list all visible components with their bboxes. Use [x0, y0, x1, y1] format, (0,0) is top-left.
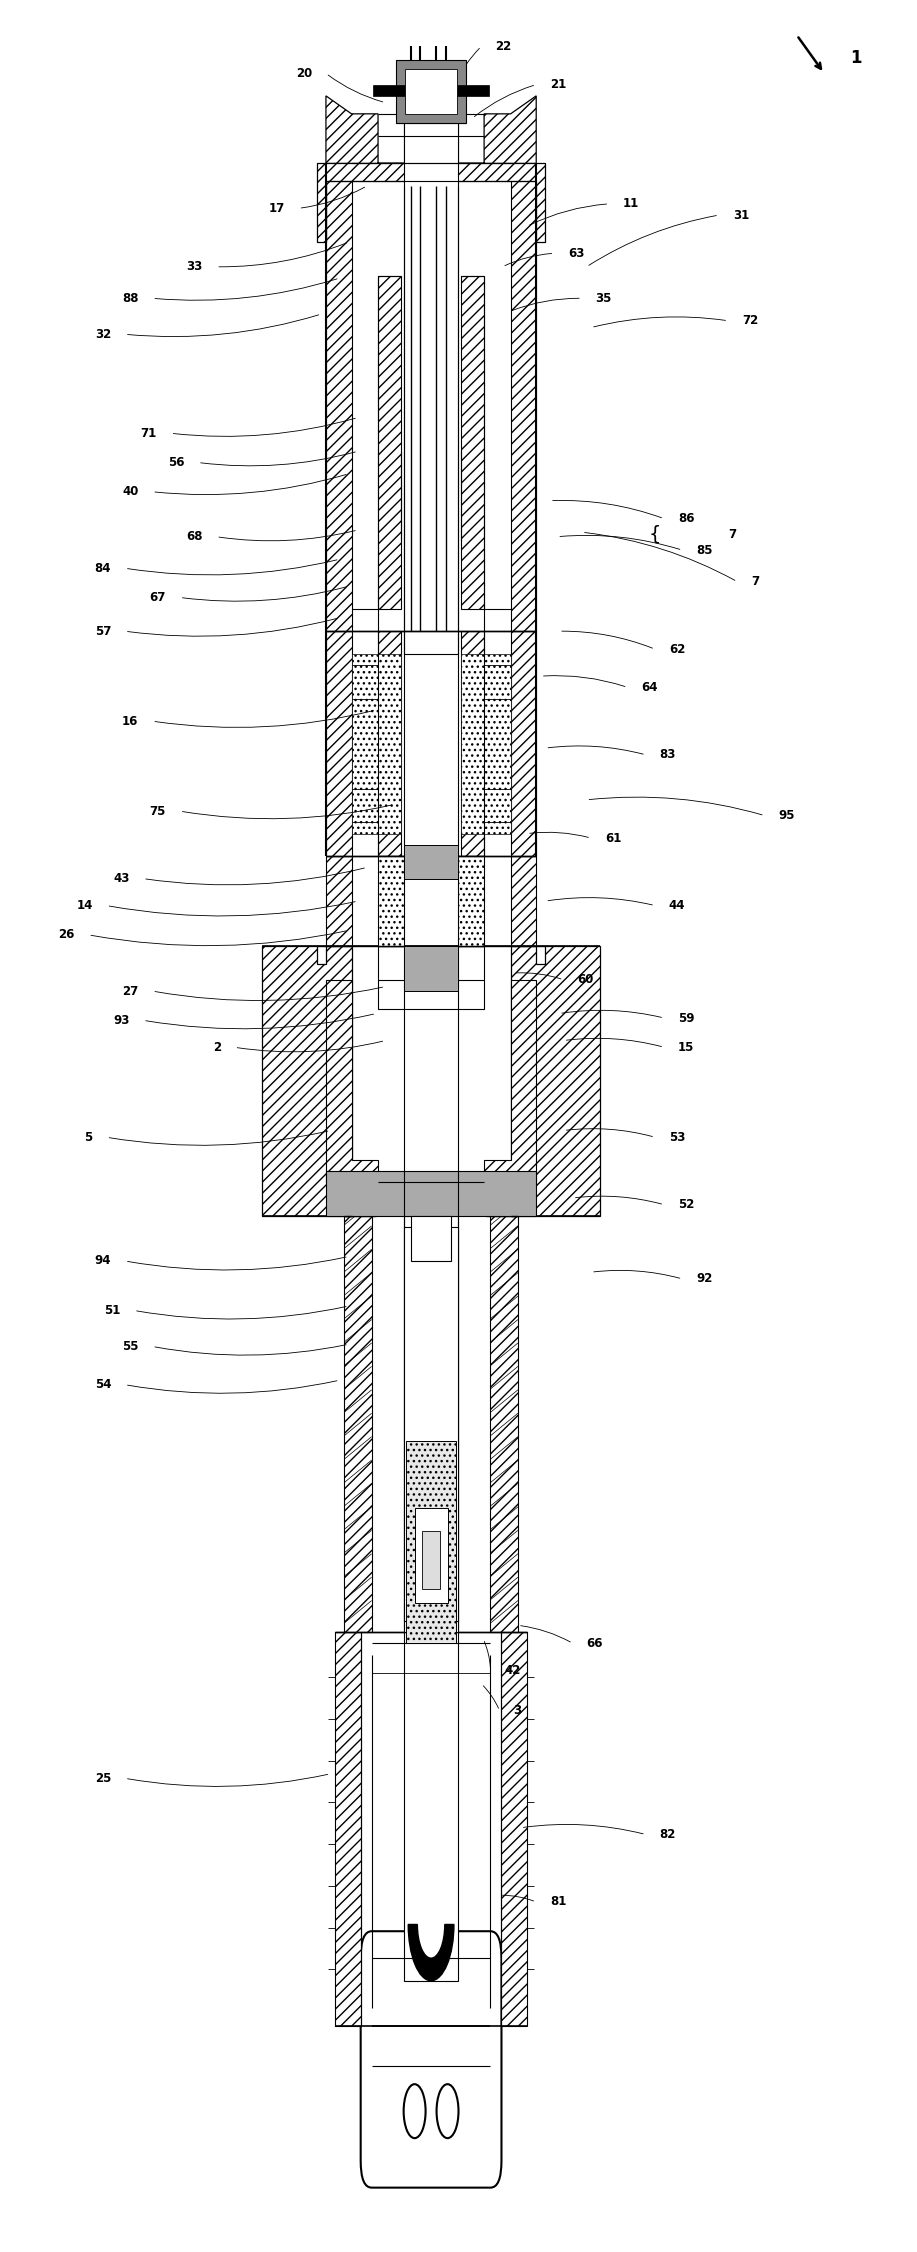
FancyBboxPatch shape	[360, 1932, 502, 2187]
Text: 21: 21	[550, 79, 566, 90]
Text: 83: 83	[659, 748, 676, 761]
Bar	[403, 844, 458, 878]
Text: 95: 95	[779, 808, 795, 822]
Polygon shape	[511, 631, 536, 856]
Text: 55: 55	[122, 1340, 138, 1353]
Text: 64: 64	[641, 680, 657, 694]
Polygon shape	[502, 1633, 527, 2027]
Text: 20: 20	[296, 68, 312, 79]
Bar	[406, 1441, 456, 1644]
Polygon shape	[511, 856, 536, 946]
Text: 31: 31	[733, 209, 749, 221]
Text: 63: 63	[569, 248, 584, 259]
Text: 54: 54	[94, 1378, 111, 1392]
Text: 1: 1	[850, 50, 862, 68]
Text: 3: 3	[514, 1705, 522, 1718]
Text: 67: 67	[149, 590, 166, 604]
Bar	[396, 61, 466, 124]
Text: 60: 60	[578, 973, 593, 986]
Polygon shape	[326, 856, 351, 946]
Text: 51: 51	[104, 1304, 120, 1317]
Bar	[461, 653, 511, 833]
Polygon shape	[262, 946, 351, 1216]
Text: 71: 71	[140, 426, 157, 439]
Text: 2: 2	[213, 1040, 221, 1054]
Text: 33: 33	[186, 261, 203, 272]
Polygon shape	[378, 631, 401, 856]
Text: 26: 26	[58, 928, 74, 941]
Bar	[403, 946, 458, 991]
Polygon shape	[326, 980, 378, 1182]
Text: 81: 81	[550, 1896, 567, 1907]
Wedge shape	[408, 1925, 454, 1982]
Polygon shape	[335, 1633, 360, 2027]
Text: 7: 7	[751, 574, 759, 588]
Text: 92: 92	[696, 1272, 713, 1286]
Text: 14: 14	[76, 899, 93, 912]
Bar	[403, 1227, 458, 1621]
Bar	[378, 856, 403, 946]
Text: 75: 75	[149, 804, 166, 817]
Text: 7: 7	[728, 527, 736, 540]
Polygon shape	[511, 164, 536, 631]
Polygon shape	[373, 86, 489, 97]
Bar	[458, 856, 484, 946]
Text: 25: 25	[94, 1772, 111, 1786]
Text: 17: 17	[269, 203, 285, 214]
Text: 57: 57	[94, 624, 111, 637]
Text: 53: 53	[668, 1131, 685, 1144]
Polygon shape	[316, 164, 546, 241]
Polygon shape	[511, 946, 601, 1216]
Text: {: {	[649, 525, 661, 545]
Text: 62: 62	[668, 642, 685, 655]
Polygon shape	[326, 631, 351, 856]
Bar	[403, 1239, 458, 1982]
Text: 52: 52	[678, 1198, 694, 1212]
Bar	[405, 70, 457, 115]
Bar	[403, 74, 458, 653]
Bar	[414, 1509, 447, 1603]
Text: 16: 16	[122, 714, 138, 727]
Polygon shape	[344, 1216, 371, 1633]
Text: 27: 27	[122, 984, 138, 998]
Text: 59: 59	[678, 1011, 694, 1025]
Text: 85: 85	[696, 543, 713, 556]
Text: 66: 66	[587, 1637, 603, 1651]
Polygon shape	[461, 631, 484, 856]
Text: 19: 19	[449, 79, 466, 90]
Polygon shape	[326, 164, 351, 631]
Bar	[403, 1216, 458, 1633]
Polygon shape	[461, 275, 484, 608]
Text: 72: 72	[742, 315, 758, 327]
Text: 44: 44	[668, 899, 685, 912]
Polygon shape	[491, 1216, 518, 1633]
Text: 43: 43	[113, 872, 129, 885]
Text: 35: 35	[596, 293, 612, 304]
Text: 40: 40	[122, 484, 138, 498]
Text: 84: 84	[94, 561, 111, 574]
Polygon shape	[378, 275, 401, 608]
Text: 15: 15	[678, 1040, 694, 1054]
Bar	[411, 1216, 451, 1261]
Bar	[326, 1171, 536, 1216]
Text: 5: 5	[84, 1131, 93, 1144]
Bar	[422, 1531, 440, 1590]
Text: 61: 61	[605, 831, 621, 844]
Text: 32: 32	[94, 329, 111, 340]
Text: 82: 82	[659, 1829, 676, 1840]
Text: 42: 42	[504, 1664, 521, 1678]
Bar	[378, 946, 484, 1009]
Bar	[351, 653, 401, 833]
Text: 22: 22	[495, 41, 512, 52]
Text: 86: 86	[678, 511, 694, 525]
Text: 56: 56	[168, 455, 184, 468]
Text: 11: 11	[623, 198, 639, 209]
Text: 68: 68	[186, 529, 203, 543]
Text: 94: 94	[94, 1254, 111, 1268]
Bar	[403, 97, 458, 164]
Polygon shape	[326, 97, 536, 164]
Polygon shape	[484, 980, 536, 1182]
Text: 88: 88	[122, 293, 138, 304]
Text: 93: 93	[113, 1013, 129, 1027]
